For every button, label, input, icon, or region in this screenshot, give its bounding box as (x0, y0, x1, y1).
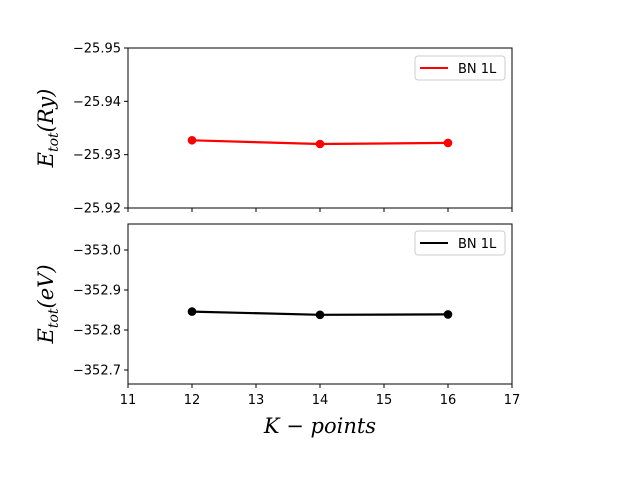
top-ytick-label: −25.92 (73, 202, 121, 217)
top-ytick-label: −25.93 (73, 148, 121, 163)
top-panel: −25.95 −25.94 −25.93 −25.92 BN 1L Etot(Ry) (34, 42, 513, 217)
bottom-series (187, 307, 453, 320)
xtick-label: 12 (184, 393, 201, 408)
bottom-ytick-label: −352.9 (73, 284, 121, 299)
bottom-y-axis: −353.0 −352.9 −352.8 −352.7 (73, 244, 128, 379)
bottom-data-point (443, 310, 453, 319)
bottom-y-label-unit: (eV) (34, 264, 58, 308)
top-y-axis-label: Etot(Ry) (34, 89, 62, 169)
bottom-y-axis-label: Etot(eV) (34, 264, 62, 344)
bottom-y-label-base: E (34, 328, 58, 344)
bottom-legend-label: BN 1L (458, 237, 497, 252)
bottom-x-axis: 11 12 13 14 15 16 17 (120, 384, 521, 408)
xtick-label: 16 (440, 393, 457, 408)
top-data-point (443, 138, 453, 148)
x-axis-label: K − points (263, 414, 376, 438)
bottom-legend-box (414, 230, 506, 256)
xtick-label: 13 (248, 393, 265, 408)
top-y-label-sub: tot (46, 132, 62, 152)
bottom-ytick-label: −353.0 (73, 244, 121, 259)
bottom-y-label-sub: tot (46, 308, 62, 328)
top-ytick-label: −25.94 (73, 95, 121, 110)
top-data-point (315, 139, 325, 149)
xtick-label: 15 (376, 393, 393, 408)
top-legend: BN 1L (414, 55, 506, 81)
top-x-axis (127, 208, 513, 212)
bottom-legend: BN 1L (414, 230, 506, 256)
xtick-label: 11 (120, 393, 137, 408)
top-y-axis: −25.95 −25.94 −25.93 −25.92 (73, 42, 128, 217)
bottom-ytick-label: −352.7 (73, 364, 121, 379)
bottom-ytick-label: −352.8 (73, 324, 121, 339)
xtick-label: 17 (504, 393, 521, 408)
bottom-data-point (187, 307, 197, 316)
bottom-data-point (315, 310, 325, 320)
top-legend-label: BN 1L (458, 62, 497, 77)
top-y-label-unit: (Ry) (34, 89, 58, 133)
top-y-label-base: E (34, 152, 58, 168)
xtick-label: 14 (312, 393, 329, 408)
top-series (187, 135, 453, 149)
top-data-point (187, 135, 197, 145)
top-legend-box (414, 55, 506, 81)
top-ytick-label: −25.95 (73, 42, 121, 57)
bottom-panel: −353.0−352.9−352.8−352.7 11 12 13 14 15 16 17 … (34, 223, 521, 438)
